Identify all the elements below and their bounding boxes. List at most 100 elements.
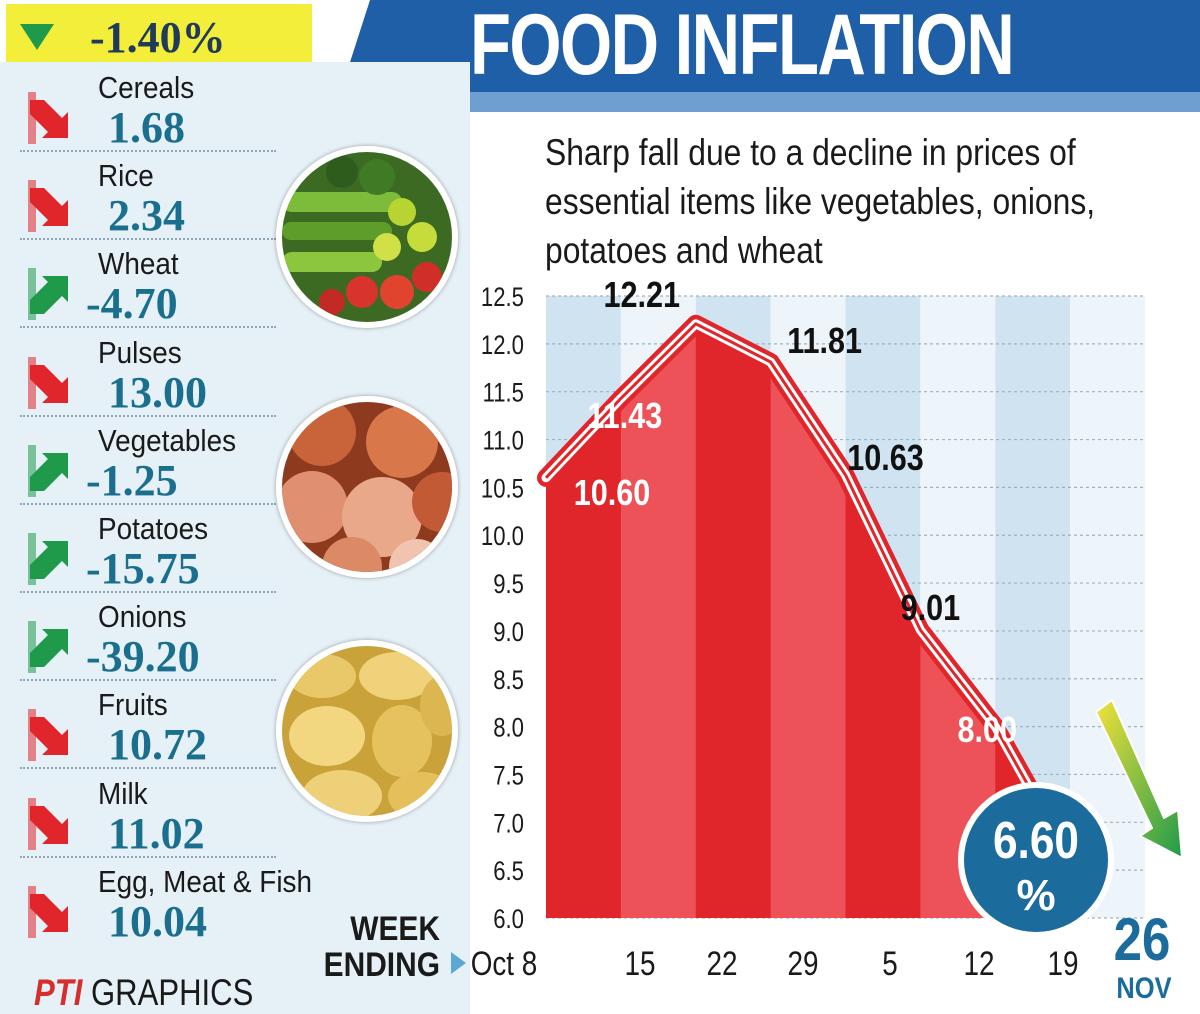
category-item: Vegetables -1.25 <box>0 417 280 505</box>
headline-change: -1.40% <box>90 13 226 62</box>
x-tick-label: Oct 8 <box>471 944 538 982</box>
area-series <box>537 314 1080 918</box>
divider <box>20 414 276 417</box>
green-down-arrow-icon <box>20 24 54 50</box>
category-value: -1.25 <box>86 455 178 505</box>
green-down-arrow-icon <box>28 444 68 497</box>
category-item: Cereals 1.68 <box>0 64 280 152</box>
data-label: 9.01 <box>901 589 961 629</box>
x-tick-label: 19 <box>1047 944 1078 982</box>
data-label: 11.81 <box>787 322 862 362</box>
divider <box>20 238 276 241</box>
category-value: 11.02 <box>108 808 205 858</box>
green-down-arrow-icon <box>28 533 68 585</box>
x-axis-ticks: Oct 8 15 22 29 5 12 19 <box>451 944 1079 983</box>
category-name: Wheat <box>98 246 179 282</box>
onions-photo <box>276 396 458 578</box>
area-fill <box>546 323 1071 918</box>
divider <box>20 679 276 682</box>
vegetables-photo <box>276 146 458 328</box>
category-value: 10.04 <box>108 896 207 946</box>
red-up-arrow-icon <box>28 885 68 938</box>
final-week-month: NOV <box>1116 971 1172 1004</box>
headline-badge: -1.40% <box>6 4 312 62</box>
y-tick-label: 7.0 <box>493 809 524 839</box>
x-tick-label: 15 <box>624 944 655 982</box>
category-name: Vegetables <box>98 422 237 458</box>
divider <box>20 502 276 505</box>
credit-text: GRAPHICS <box>90 972 254 1013</box>
data-label: 8.00 <box>957 711 1017 751</box>
category-value: -15.75 <box>86 544 200 593</box>
y-tick-label: 11.0 <box>483 427 524 457</box>
y-tick-label: 6.5 <box>493 857 524 887</box>
category-item: Egg, Meat & Fish 10.04 <box>0 858 312 946</box>
category-name: Milk <box>98 775 148 811</box>
x-tick-label: 29 <box>787 944 818 982</box>
category-item: Fruits 10.72 <box>0 681 280 770</box>
y-tick-label: 10.5 <box>481 474 524 504</box>
category-value: 2.34 <box>108 191 185 241</box>
badge-value: 6.60 <box>993 812 1079 870</box>
y-tick-label: 10.0 <box>481 522 524 552</box>
category-item: Milk 11.02 <box>0 770 280 858</box>
credit: PTI GRAPHICS <box>34 972 253 1014</box>
category-value: -39.20 <box>86 632 200 682</box>
data-label: 11.43 <box>587 397 662 437</box>
category-item: Potatoes -15.75 <box>0 505 280 593</box>
y-tick-label: 8.0 <box>493 714 524 744</box>
page-title: FOOD INFLATION <box>470 0 1015 93</box>
badge-unit: % <box>1016 871 1055 920</box>
divider <box>20 855 276 858</box>
data-label: 10.63 <box>847 439 924 479</box>
category-item: Rice 2.34 <box>0 152 280 241</box>
y-tick-label: 7.5 <box>493 761 524 791</box>
category-value: 13.00 <box>108 367 207 417</box>
data-label: 10.60 <box>574 474 651 514</box>
pti-logo: PTI <box>34 972 83 1013</box>
green-down-arrow-icon <box>28 268 68 321</box>
week-ending-arrow-icon <box>451 952 466 974</box>
divider <box>20 326 276 329</box>
category-value: 10.72 <box>108 720 207 770</box>
x-axis-label-line1: WEEK <box>350 910 440 948</box>
badge-circle <box>964 788 1108 932</box>
y-tick-label: 6.0 <box>493 905 524 935</box>
y-axis-ticks: 6.0 6.5 7.0 7.5 8.0 8.5 9.0 9.5 10.0 10.5 11.0 11.5… <box>481 283 524 935</box>
category-value: 1.68 <box>108 103 185 152</box>
trend-down-arrow-icon <box>1094 698 1184 860</box>
y-tick-label: 11.5 <box>483 379 524 409</box>
category-value: -4.70 <box>86 279 178 329</box>
divider <box>20 591 276 593</box>
y-tick-label: 12.0 <box>481 331 524 361</box>
data-label: 12.21 <box>603 276 680 316</box>
red-up-arrow-icon <box>28 180 68 233</box>
y-tick-label: 9.0 <box>493 618 524 648</box>
category-name: Fruits <box>98 687 168 723</box>
category-name: Egg, Meat & Fish <box>98 863 313 899</box>
red-up-arrow-icon <box>28 356 68 409</box>
red-up-arrow-icon <box>28 709 68 762</box>
category-item: Onions -39.20 <box>0 593 280 682</box>
y-tick-label: 12.5 <box>481 283 524 313</box>
category-name: Potatoes <box>98 511 209 546</box>
chart-subtitle: Sharp fall due to a decline in prices of… <box>545 132 1096 271</box>
y-tick-label: 8.5 <box>493 666 524 696</box>
red-up-arrow-icon <box>28 92 68 144</box>
category-item: Pulses 13.00 <box>0 329 280 417</box>
series-line-core <box>544 322 1072 862</box>
category-item: Wheat -4.70 <box>0 240 280 329</box>
category-name: Rice <box>98 158 154 194</box>
header-band-accent <box>310 92 1200 112</box>
green-down-arrow-icon <box>28 621 68 674</box>
x-tick-label: 5 <box>882 944 898 982</box>
data-labels: 10.60 11.43 12.21 11.81 10.63 9.01 8.00 <box>574 276 1017 751</box>
category-name: Cereals <box>98 70 195 105</box>
divider <box>20 150 276 152</box>
category-name: Pulses <box>98 334 182 370</box>
gridlines <box>546 295 1145 919</box>
final-week-day: 26 <box>1114 906 1171 973</box>
